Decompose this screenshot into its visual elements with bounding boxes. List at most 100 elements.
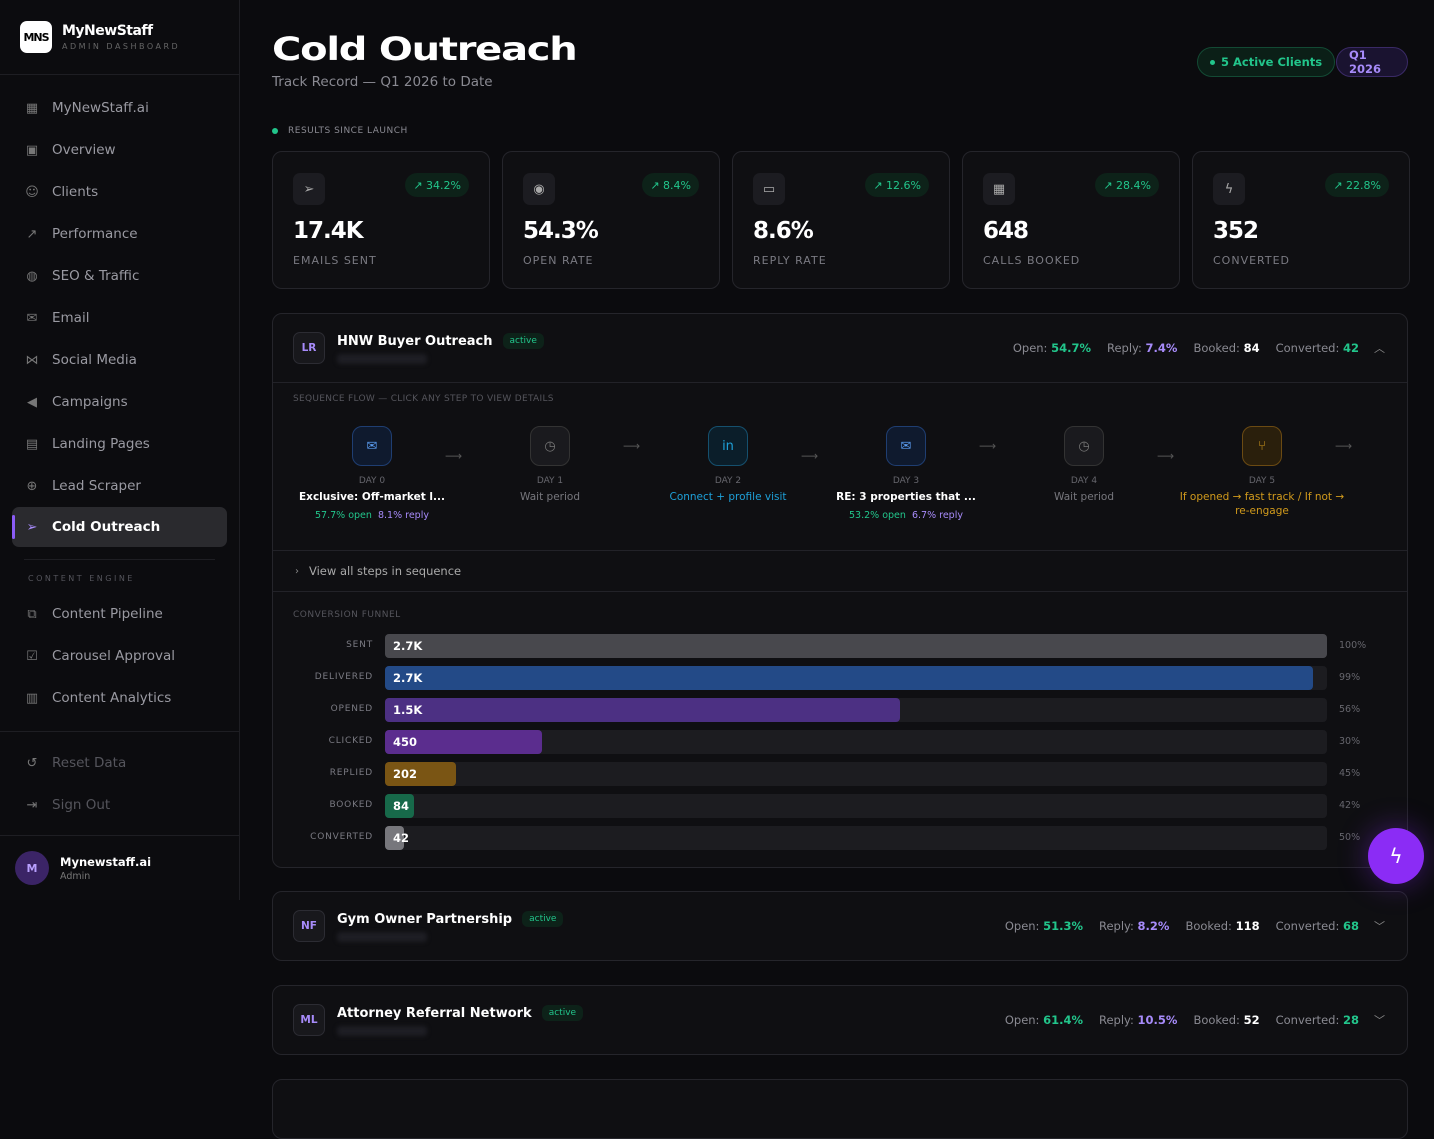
sidebar-item-performance[interactable]: ↗ Performance: [0, 213, 239, 255]
period-badge[interactable]: Q1 2026: [1336, 47, 1408, 77]
status-badge: active: [502, 333, 544, 349]
brand[interactable]: MNS MyNewStaff ADMIN DASHBOARD: [0, 0, 239, 75]
sidebar-item-mynewstaff-ai[interactable]: ▦ MyNewStaff.ai: [0, 87, 239, 129]
campaign-name: Attorney Referral Network: [337, 1005, 532, 1021]
sidebar-item-email[interactable]: ✉ Email: [0, 297, 239, 339]
sidebar-item-label: Carousel Approval: [52, 648, 176, 664]
client-name-redacted: [337, 1026, 427, 1036]
sidebar-item-social-media[interactable]: ⋈ Social Media: [0, 339, 239, 381]
user-profile[interactable]: M Mynewstaff.ai Admin: [0, 835, 239, 900]
avatar: M: [15, 851, 49, 885]
sequence-step[interactable]: ✉ Pri !: [1355, 426, 1407, 507]
booked-metric: Booked: 84: [1193, 341, 1260, 355]
stat-card: ▦ ↗ 28.4% 648 CALLS BOOKED: [962, 151, 1180, 289]
step-open-rate: 53.2% open: [849, 510, 906, 521]
change-value: 12.6%: [886, 178, 921, 192]
funnel-bar: [385, 794, 415, 818]
open-metric: Open: 54.7%: [1012, 341, 1091, 355]
campaign-card: LR HNW Buyer Outreach active Open: 54.7% …: [272, 313, 1408, 868]
sidebar-item-clients[interactable]: ☺ Clients: [0, 171, 239, 213]
funnel-bar-track: [385, 794, 1327, 818]
conversion-funnel: CONVERSION FUNNEL SENT 2.7K 100% DELIVER…: [273, 591, 1407, 867]
brand-name: MyNewStaff: [62, 23, 153, 39]
funnel-bar-track: [385, 634, 1327, 658]
reply-metric: Reply: 10.5%: [1099, 1013, 1178, 1027]
sidebar-item-label: Content Pipeline: [52, 606, 163, 622]
view-all-steps-toggle[interactable]: › View all steps in sequence: [273, 550, 1407, 591]
stat-value: 8.6%: [753, 218, 814, 244]
sidebar-item-sign-out[interactable]: ⇥ Sign Out: [0, 784, 239, 826]
funnel-row: REPLIED 202 45%: [273, 762, 1409, 786]
funnel-stage: OPENED: [330, 704, 373, 714]
sequence-label: SEQUENCE FLOW — CLICK ANY STEP TO VIEW D…: [293, 394, 554, 404]
funnel-value: 2.7K: [393, 639, 423, 653]
reply-metric: Reply: 8.2%: [1099, 919, 1170, 933]
sidebar-item-overview[interactable]: ▣ Overview: [0, 129, 239, 171]
stat-value: 648: [983, 218, 1029, 244]
open-metric: Open: 61.4%: [1004, 1013, 1083, 1027]
sidebar-item-content-pipeline[interactable]: ⧉ Content Pipeline: [0, 593, 239, 635]
workflow-icon: ⧉: [27, 606, 37, 622]
sequence-step[interactable]: ✉ DAY 0 Exclusive: Off-market l... 57.7%…: [287, 426, 457, 521]
funnel-percent: 50%: [1339, 832, 1361, 843]
funnel-stage: DELIVERED: [314, 672, 373, 682]
change-value: 22.8%: [1346, 178, 1381, 192]
funnel-stage: SENT: [346, 640, 373, 650]
campaign-header[interactable]: NF Gym Owner Partnership active Open: 51.…: [273, 892, 1407, 960]
active-clients-badge[interactable]: 5 Active Clients: [1197, 47, 1336, 77]
campaign-header[interactable]: ML Attorney Referral Network active Open:…: [273, 986, 1407, 1054]
sequence-step[interactable]: in DAY 2 Connect + profile visit: [643, 426, 813, 504]
funnel-bar-track: [385, 826, 1327, 850]
sidebar-item-reset-data[interactable]: ↺ Reset Data: [0, 742, 239, 784]
funnel-row: BOOKED 84 42%: [273, 794, 1409, 818]
client-name-redacted: [337, 932, 427, 942]
arrow-right-icon: ⟶: [1335, 439, 1353, 453]
funnel-percent: 100%: [1339, 640, 1367, 651]
sidebar-item-seo-traffic[interactable]: ◍ SEO & Traffic: [0, 255, 239, 297]
campaign-header[interactable]: LR HNW Buyer Outreach active Open: 54.7% …: [273, 314, 1407, 382]
sidebar-item-campaigns[interactable]: ◀ Campaigns: [0, 381, 239, 423]
funnel-percent: 42%: [1339, 800, 1361, 811]
campaign-metrics: Open: 54.7% Reply: 7.4% Booked: 84 Conve…: [1013, 341, 1359, 355]
status-badge: active: [522, 911, 564, 927]
arrow-right-icon: ⟶: [445, 449, 463, 463]
funnel-bar-track: [385, 698, 1327, 722]
reset-icon: ↺: [26, 755, 38, 771]
stat-card: ◉ ↗ 8.4% 54.3% OPEN RATE: [502, 151, 720, 289]
chevron-down-icon[interactable]: ﹀: [1374, 1014, 1385, 1027]
chevron-up-icon[interactable]: ︿: [1374, 342, 1385, 355]
mail-icon: ✉: [352, 426, 392, 466]
change-value: 34.2%: [426, 178, 461, 192]
reply-metric: Reply: 7.4%: [1107, 341, 1178, 355]
funnel-bar-track: [385, 730, 1327, 754]
sidebar-item-cold-outreach[interactable]: ➢ Cold Outreach: [12, 507, 227, 547]
step-reply-rate: 8.1% reply: [377, 510, 429, 521]
converted-metric: Converted: 28: [1275, 1013, 1359, 1027]
sequence-step[interactable]: ◷ DAY 1 Wait period: [465, 426, 635, 504]
eye-icon: ◉: [523, 173, 555, 205]
git-branch-icon: ⑂: [1242, 426, 1282, 466]
sequence-step[interactable]: ⑂ DAY 5 If opened → fast track / If not …: [1177, 426, 1347, 518]
sidebar-item-landing-pages[interactable]: ▤ Landing Pages: [0, 423, 239, 465]
grid-icon: ▣: [25, 142, 39, 158]
users-icon: ☺: [25, 184, 39, 200]
step-open-rate: 57.7% open: [315, 510, 372, 521]
send-icon: ➢: [293, 173, 325, 205]
sidebar-item-lead-scraper[interactable]: ⊕ Lead Scraper: [0, 465, 239, 507]
step-day: DAY 2: [714, 476, 742, 486]
step-title: Exclusive: Off-market l...: [299, 491, 445, 503]
sequence-step[interactable]: ✉ DAY 3 RE: 3 properties that ... 53.2% …: [821, 426, 991, 521]
stat-card: ▭ ↗ 12.6% 8.6% REPLY RATE: [732, 151, 950, 289]
sequence-step[interactable]: ◷ DAY 4 Wait period: [999, 426, 1169, 504]
quick-action-button[interactable]: ϟ: [1368, 828, 1424, 884]
funnel-value: 202: [393, 767, 418, 781]
change-badge: ↗ 28.4%: [1095, 173, 1159, 197]
stat-label: CALLS BOOKED: [983, 254, 1081, 267]
funnel-value: 450: [393, 735, 418, 749]
sidebar-item-content-analytics[interactable]: ▥ Content Analytics: [0, 677, 239, 719]
funnel-bar-track: [385, 666, 1327, 690]
campaign-card: NF Gym Owner Partnership active Open: 51.…: [272, 891, 1408, 961]
chevron-down-icon[interactable]: ﹀: [1374, 920, 1385, 933]
step-title: Pri: [1355, 476, 1407, 490]
sidebar-item-carousel-approval[interactable]: ☑ Carousel Approval: [0, 635, 239, 677]
